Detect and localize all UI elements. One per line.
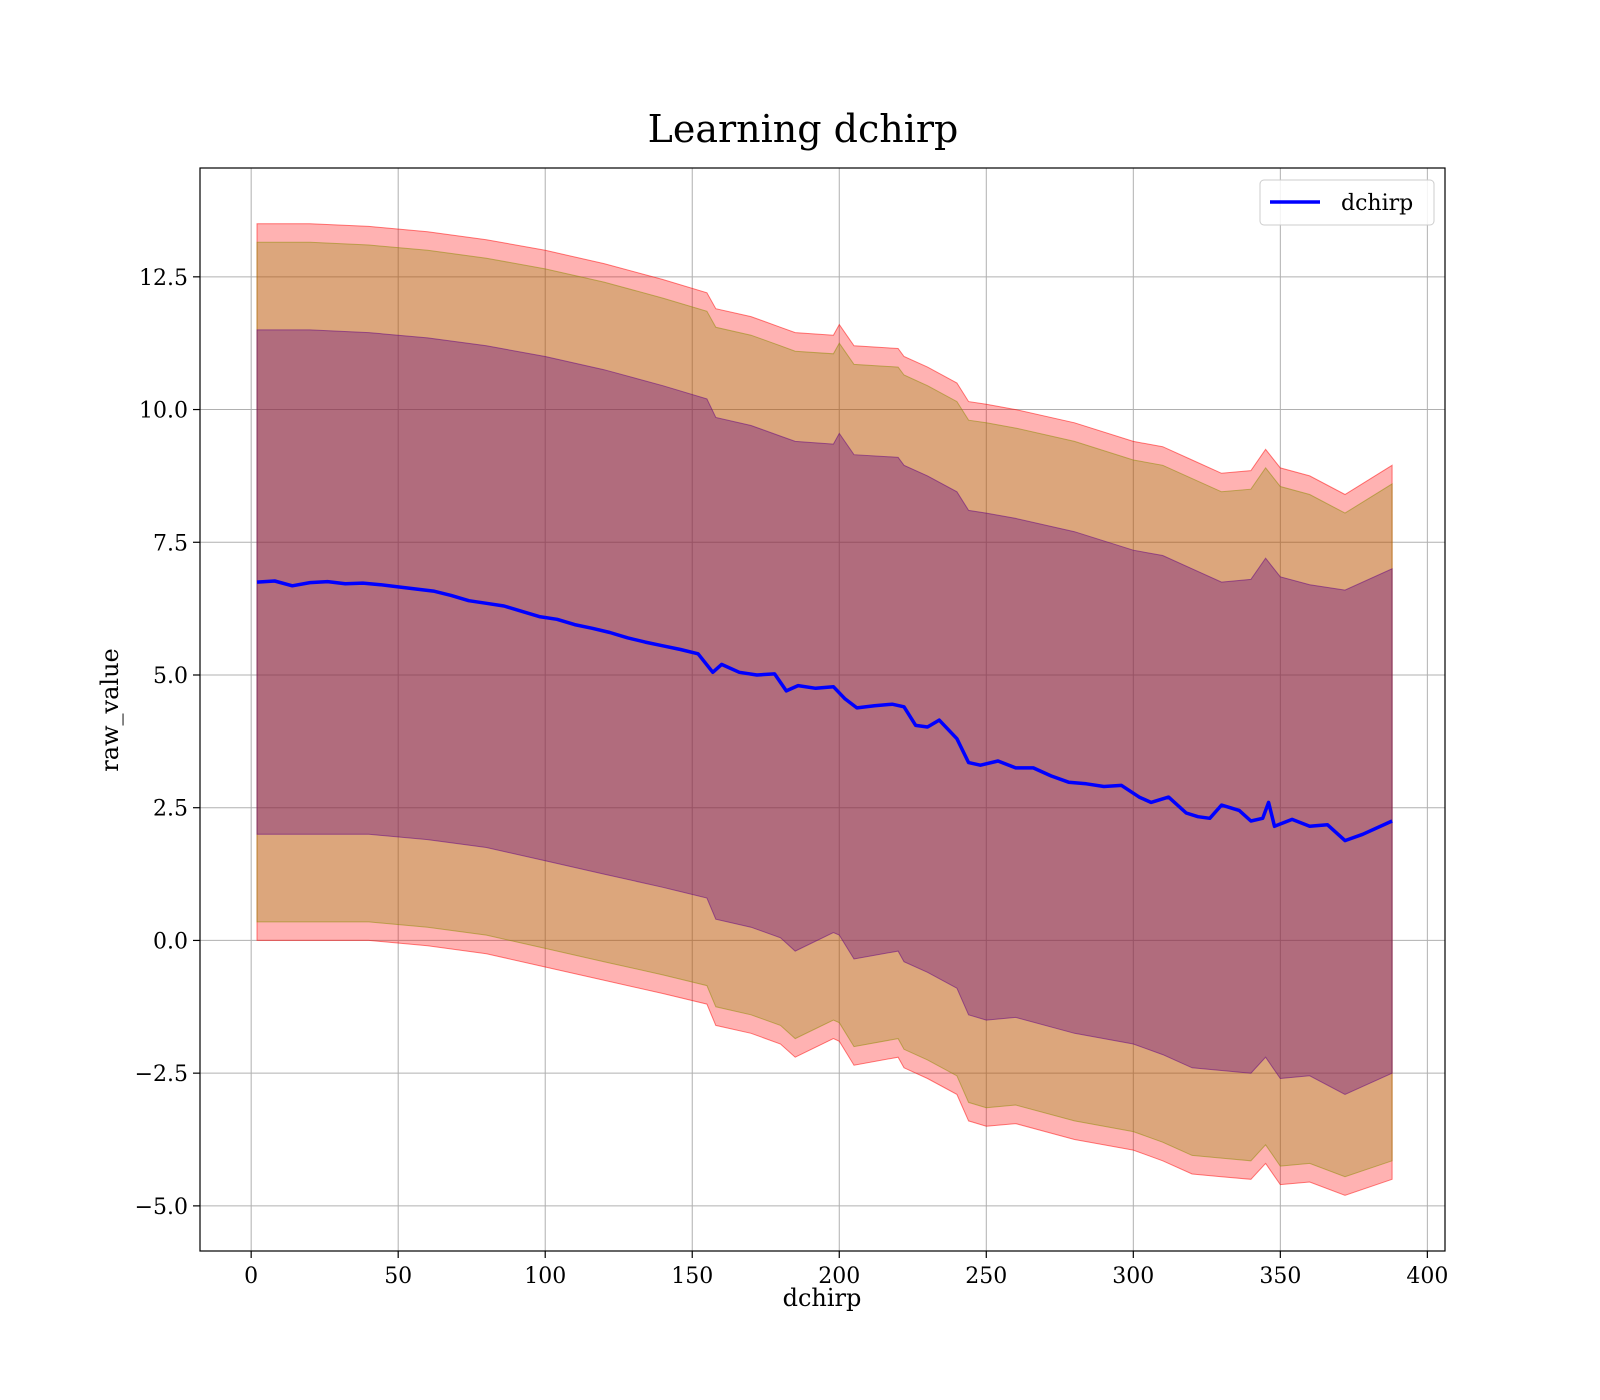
- y-tick-label: 5.0: [153, 664, 188, 689]
- y-tick-label: 7.5: [153, 531, 188, 556]
- axis-ticks: 0 50 100 150 200 250 300 350 400 −5.0 −2.5 0.0 2.5 5.…: [135, 266, 1449, 1289]
- x-tick-label: 350: [1259, 1264, 1301, 1289]
- x-tick-label: 100: [524, 1264, 566, 1289]
- x-tick-label: 300: [1112, 1264, 1154, 1289]
- chart-title: Learning dchirp: [648, 107, 959, 151]
- x-tick-label: 200: [818, 1264, 860, 1289]
- y-tick-label: 12.5: [139, 266, 188, 291]
- y-tick-label: −5.0: [135, 1195, 188, 1220]
- band-area-2: [256, 329, 1393, 1095]
- x-axis-label: dchirp: [783, 1284, 862, 1312]
- x-tick-label: 150: [671, 1264, 713, 1289]
- band-area-1: [256, 241, 1393, 1178]
- legend-box: [1259, 179, 1435, 226]
- band-area-0: [256, 223, 1393, 1196]
- legend: dchirp: [1259, 179, 1435, 226]
- y-tick-label: 0.0: [153, 929, 188, 954]
- grid: [200, 168, 1445, 1251]
- plot-frame: [199, 167, 1446, 1252]
- x-tick-label: 250: [965, 1264, 1007, 1289]
- y-axis-label: raw_value: [96, 648, 124, 772]
- legend-label: dchirp: [1341, 191, 1413, 216]
- x-tick-label: 50: [384, 1264, 412, 1289]
- x-tick-label: 400: [1406, 1264, 1448, 1289]
- x-tick-label: 0: [244, 1264, 258, 1289]
- y-tick-label: −2.5: [135, 1062, 188, 1087]
- confidence-bands: [256, 223, 1393, 1196]
- series-line-dchirp: [256, 579, 1393, 843]
- y-tick-label: 2.5: [153, 797, 188, 822]
- y-tick-label: 10.0: [139, 399, 188, 424]
- series-lines: [256, 579, 1393, 843]
